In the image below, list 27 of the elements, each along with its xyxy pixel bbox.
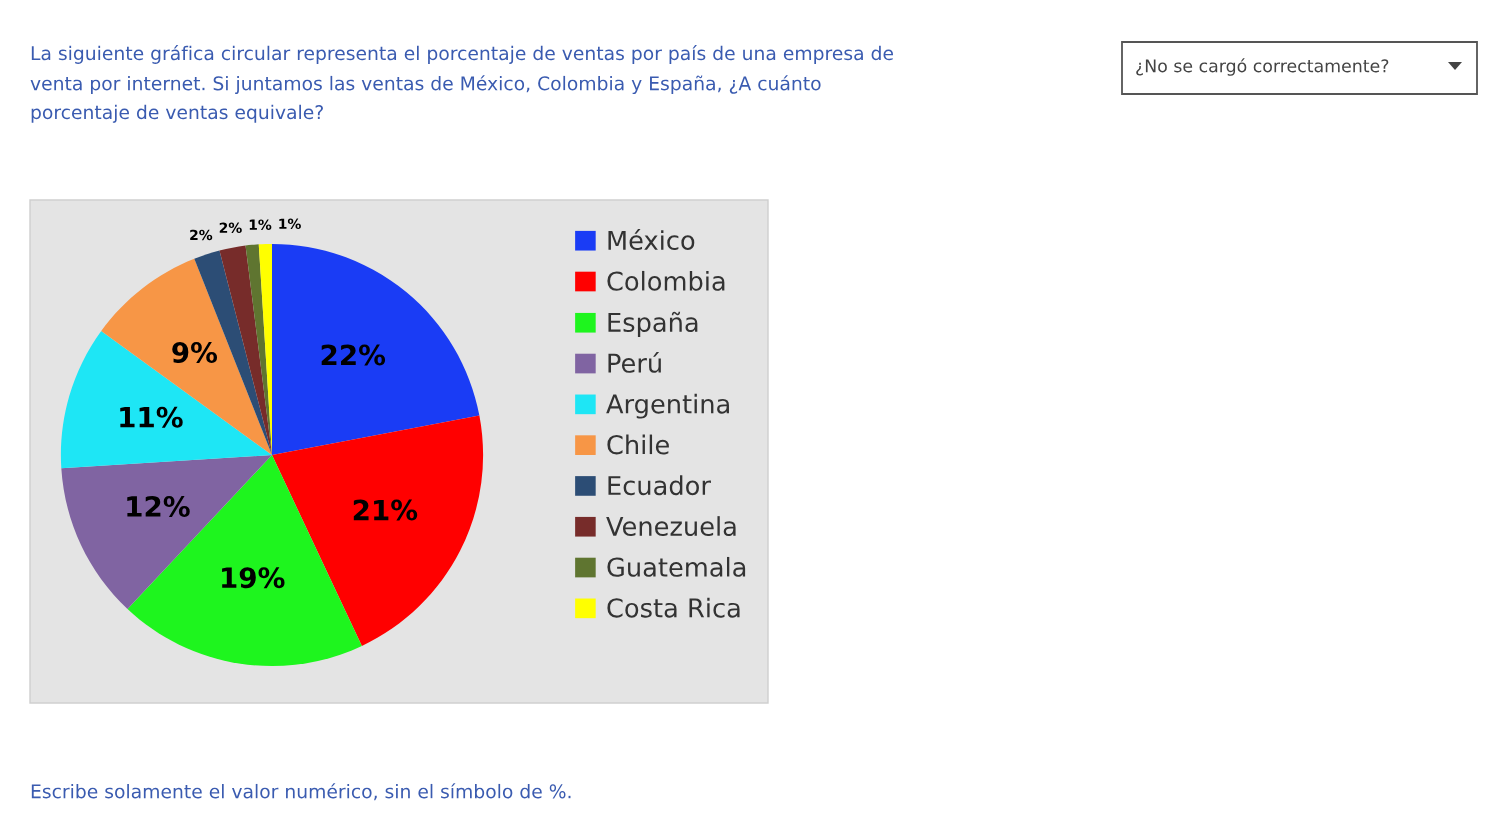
data-label: 22%: [321, 344, 386, 366]
data-label: 2%: [190, 229, 213, 241]
legend-label: México: [608, 229, 695, 251]
text: Escribe solamente el valor numérico, sin el símbolo de %.: [31, 783, 571, 801]
legend-label: España: [608, 311, 698, 338]
text: ¿No se cargó correctamente?: [1136, 58, 1389, 76]
data-label: 2%: [219, 222, 242, 233]
legend-label: Costa Rica: [607, 597, 740, 618]
data-label: 19%: [222, 567, 285, 589]
legend-label: Venezuela: [606, 516, 736, 537]
data-label: 9%: [172, 341, 218, 363]
pie-slice: [60, 330, 272, 469]
pie-slice: [219, 245, 272, 455]
data-label: 21%: [353, 499, 418, 521]
legend-label: Argentina: [606, 393, 729, 419]
pie-slice: [101, 258, 272, 455]
legend-label: Perú: [608, 351, 661, 373]
legend-label: Chile: [607, 434, 669, 455]
legend-label: Guatemala: [607, 556, 746, 577]
data-label: 1%: [249, 219, 272, 230]
legend-label: Colombia: [607, 270, 725, 291]
data-label: 1%: [279, 218, 301, 230]
pie-slice: [272, 243, 480, 455]
data-label: 11%: [120, 406, 183, 428]
data-label: 12%: [127, 495, 190, 517]
legend-label: Ecuador: [608, 475, 711, 496]
chart-title: La siguiente gráfica circular representa el porcentaje de ventas por país de una empresa de venta por internet. Si juntamos las ventas de México, Colombia y España, ¿A cuánto porcentaje de ventas equivale?: [30, 45, 893, 123]
